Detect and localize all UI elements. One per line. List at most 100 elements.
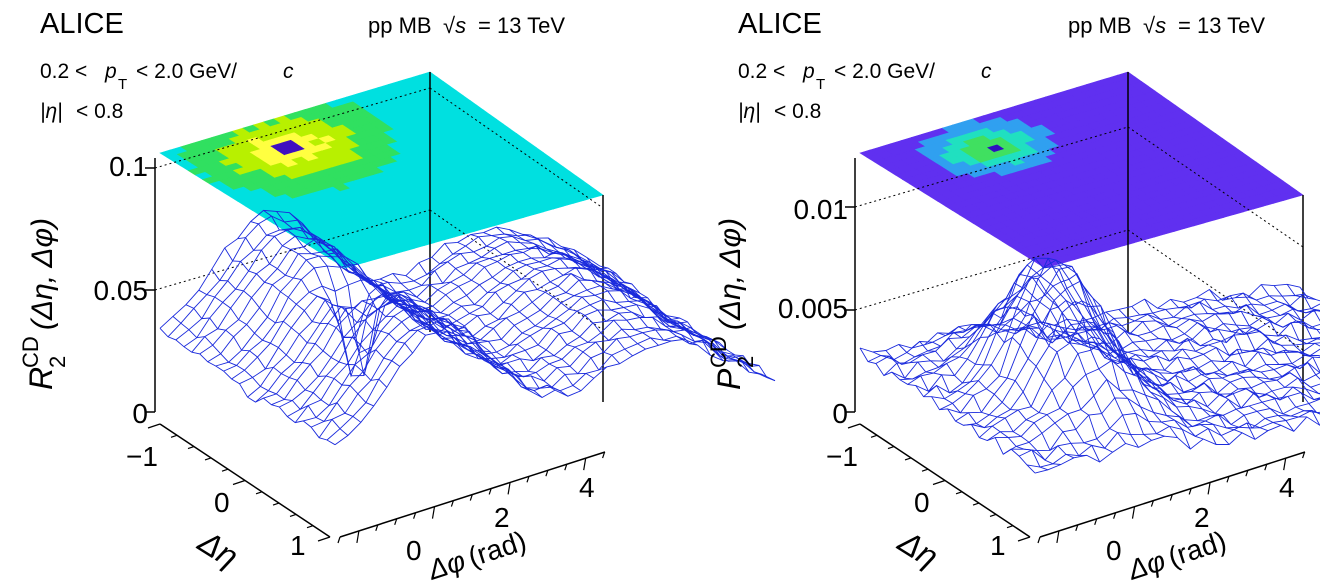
system-label-left: pp MB [368,13,432,38]
mesh-line [1131,306,1307,418]
y-tick [306,525,314,529]
xlabel-unit-left: (rad) [464,525,530,573]
x-tick [1131,506,1136,519]
zlabel-args-left: (Δη, Δφ) [26,218,59,330]
y-tick [1017,536,1031,542]
eta-cut-left: |η| < 0.8 [40,100,123,123]
mesh-line [191,235,632,353]
y-tick-label: 1 [990,530,1006,561]
mesh-line [211,268,388,388]
y-tick [972,502,980,506]
y-tick [887,446,895,450]
pt-cut-left: 0.2 < p T < 2.0 GeV/ c [40,60,294,93]
mesh-line [1157,307,1320,415]
y-tick [870,434,878,438]
mesh-line [872,351,1049,471]
x-tick [526,476,530,483]
y-tick [955,491,963,495]
mesh-line [1235,292,1320,347]
mesh-line [470,234,646,350]
mesh-line [418,262,595,379]
mesh-line [937,306,1113,453]
y-tick [921,468,929,472]
mesh-line [1183,301,1320,395]
mesh-line [1273,285,1320,322]
mesh-line [1209,289,1320,373]
panel-left: ALICE pp MB √s = 13 TeV 0.2 < p T < 2.0 … [18,8,776,586]
x-tick [1056,530,1060,544]
x-tick [394,518,398,525]
mesh-line [1248,296,1320,339]
mesh-line [1170,298,1320,401]
mesh-line [392,273,569,397]
gridline [1127,126,1304,248]
mesh-line [509,229,685,340]
z-tick-label: 0.005 [778,293,848,324]
xlabel-sym-left: Δφ [423,545,469,586]
z-tick-label: 0.01 [794,194,849,225]
x-tick-label: 2 [1194,502,1210,533]
mesh-line [1222,295,1320,357]
box-frame-left [145,72,606,544]
pt-high-right: < 2.0 GeV/ [834,60,935,83]
mesh-line [239,266,680,385]
mesh-line [276,211,452,376]
x-tick [1037,536,1041,544]
mesh-line [950,277,1126,444]
mesh-line [1260,284,1320,335]
mesh-line [340,266,517,377]
x-tick [545,470,549,477]
z-axis-label-left: R 2 CD (Δη, Δφ) [18,218,70,390]
x-tick-label: 2 [494,502,510,533]
x-tick-label: 0 [406,535,422,566]
y-tick [272,502,280,506]
energy-label-right: = 13 TeV [1178,13,1265,38]
mesh-line [599,265,776,382]
sqrt-s-left: √s [443,13,466,38]
mesh-line [431,256,607,371]
x-axis-label-right: Δφ (rad) [1123,525,1230,586]
y-axis-label-left: Δη [191,523,244,575]
mesh-line [444,243,621,365]
mesh-line [405,275,582,392]
x-tick-label: 4 [579,472,595,503]
mesh-line [237,237,413,354]
mesh-line [1286,284,1320,312]
surface-mesh-left [159,209,776,446]
mesh-line [185,304,362,423]
x-tick [1245,470,1249,477]
x-tick [1094,518,1098,525]
x-tick [413,512,417,519]
x-tick-label: 4 [1279,472,1295,503]
mesh-line [1015,321,1191,450]
mesh-line [353,273,530,391]
pt-sym-left: p [104,60,117,83]
z-tick-label: 0.05 [94,275,149,306]
x-tick [469,494,473,501]
mesh-line [318,318,760,438]
y-tick [170,434,178,438]
xlabel-unit-right: (rad) [1164,525,1230,573]
mesh-line [366,281,543,398]
y-tick [317,536,331,542]
mesh-line [1144,298,1320,426]
y-tick [932,479,946,486]
y-tick [147,423,161,429]
x-axis-line [1039,451,1306,538]
experiment-label-right: ALICE [738,8,822,40]
mesh-line [1079,321,1256,440]
xlabel-sym-right: Δφ [1123,545,1169,586]
mesh-line [924,331,1101,463]
x-tick [1283,457,1287,471]
x-axis-label-left: Δφ (rad) [423,525,530,586]
mesh-line [483,232,659,346]
mesh-line [859,347,1036,474]
x-tick [564,463,568,471]
zlabel-args-right: (Δη, Δφ) [714,218,747,330]
mesh-line [561,246,737,362]
mesh-line [1002,299,1178,438]
colored-projection-right [859,71,1304,269]
mesh-line [198,289,374,407]
zlabel-sub-right: 2 [733,356,758,368]
eta-sym-right: |η| [738,100,761,123]
